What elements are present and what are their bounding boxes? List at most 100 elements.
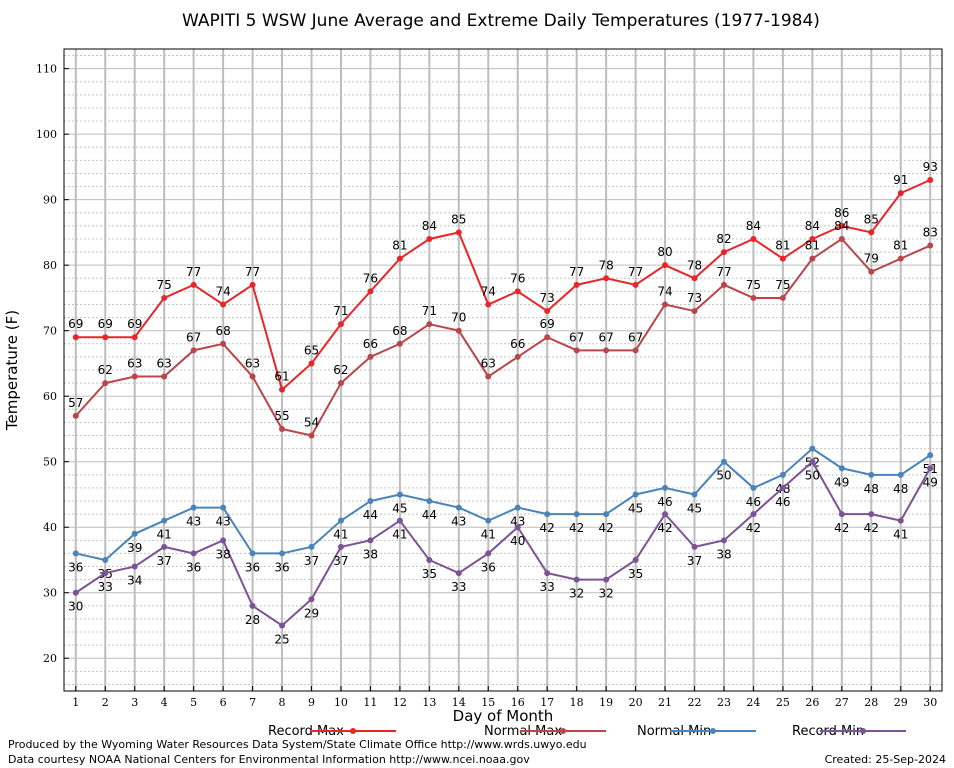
x-tick-label: 23 [717,696,731,709]
x-tick-label: 6 [220,696,227,709]
data-label: 62 [98,363,113,377]
data-point [809,458,816,465]
x-tick-label: 19 [599,696,613,709]
series-line [75,179,931,392]
data-label: 45 [392,501,407,515]
data-point [632,281,639,288]
data-label: 42 [540,521,555,535]
chart-title: WAPITI 5 WSW June Average and Extreme Da… [182,11,820,31]
data-label: 37 [304,554,319,568]
data-point [190,347,197,354]
series-line [75,237,931,437]
grid [64,49,942,691]
data-point [72,334,79,341]
data-point [750,511,757,518]
legend-label: Record Max [268,724,344,739]
data-point [662,262,669,269]
data-point [779,255,786,262]
x-tick-label: 30 [923,696,937,709]
data-point [809,255,816,262]
data-point [396,491,403,498]
legend: Record Max Normal Max Normal Min Record Min [268,724,906,739]
data-point [337,380,344,387]
data-point [662,511,669,518]
data-point [308,360,315,367]
data-point [102,570,109,577]
data-label: 38 [716,547,731,561]
data-point [514,504,521,511]
data-point [131,563,138,570]
data-label: 81 [775,239,790,253]
series-normal-max: 57 62 63 63 67 68 63 55 54 62 66 68 71 70 63 66 69 67 67 67… [68,219,938,439]
data-label: 43 [186,515,201,529]
y-tick-label: 90 [43,194,57,207]
data-point [72,589,79,596]
data-label: 43 [451,515,466,529]
series-line [75,460,932,627]
legend-marker [860,728,866,734]
x-tick-label: 27 [835,696,849,709]
data-label: 81 [805,239,820,253]
data-point [455,504,462,511]
data-label: 73 [687,291,702,305]
data-label: 74 [215,284,230,298]
data-label: 42 [598,521,613,535]
data-point [779,294,786,301]
data-point [544,570,551,577]
x-tick-label: 9 [308,696,315,709]
x-tick-label: 21 [658,696,672,709]
data-point [603,275,610,282]
data-label: 38 [215,547,230,561]
data-label: 45 [687,501,702,515]
data-point [308,543,315,550]
data-point [809,235,816,242]
y-tick-label: 70 [43,325,57,338]
data-point [573,281,580,288]
series-line [75,447,931,562]
x-tick-label: 1 [72,696,79,709]
data-point [927,452,934,459]
x-tick-label: 11 [363,696,377,709]
data-label: 67 [569,330,584,344]
data-label: 75 [157,278,172,292]
data-point [396,255,403,262]
legend-marker [560,728,566,734]
x-tick-label: 25 [776,696,790,709]
data-label: 48 [893,482,908,496]
data-point [897,517,904,524]
data-label: 91 [893,173,908,187]
data-label: 37 [157,554,172,568]
data-label: 44 [363,508,378,522]
data-point [279,550,286,557]
plot-frame [63,48,943,692]
data-point [662,484,669,491]
data-point [662,301,669,308]
data-label: 41 [392,528,407,542]
data-label: 75 [775,278,790,292]
data-point [72,550,79,557]
legend-marker [710,728,716,734]
data-point [632,491,639,498]
data-point [632,556,639,563]
x-tick-label: 14 [452,696,466,709]
x-tick-label: 2 [102,696,109,709]
data-label: 83 [923,226,938,240]
data-point [279,386,286,393]
data-point [161,517,168,524]
data-point [102,380,109,387]
data-point [279,622,286,629]
x-tick-label: 5 [190,696,197,709]
data-point [367,288,374,295]
data-label: 65 [304,343,319,357]
data-label: 79 [864,252,879,266]
x-tick-label: 8 [279,696,286,709]
data-point [720,281,727,288]
data-point [868,268,875,275]
legend-marker [350,728,356,734]
data-point [396,340,403,347]
data-point [249,550,256,557]
data-point [514,353,521,360]
data-label: 46 [775,495,790,509]
data-label: 71 [333,304,348,318]
